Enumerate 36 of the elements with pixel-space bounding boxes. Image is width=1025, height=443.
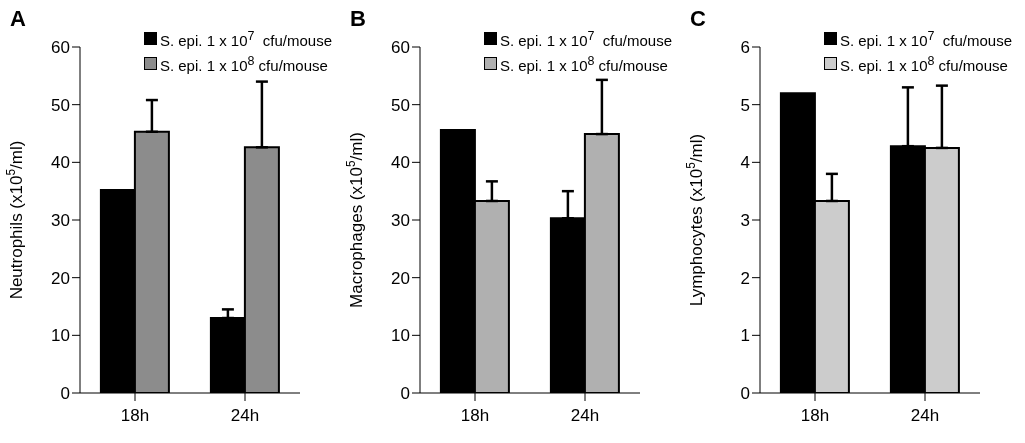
y-tick-label: 20: [51, 268, 70, 288]
y-tick-label: 6: [740, 38, 750, 58]
x-tick-label: 24h: [570, 406, 600, 426]
y-tick-label: 0: [740, 384, 750, 404]
y-tick-label: 10: [51, 326, 70, 346]
y-tick-label: 0: [60, 384, 70, 404]
y-tick-label: 50: [51, 95, 70, 115]
y-tick-label: 3: [740, 211, 750, 231]
y-tick-label: 60: [51, 38, 70, 58]
chart-title: B: [350, 6, 366, 32]
x-tick-label: 24h: [910, 406, 940, 426]
y-tick-label: 50: [391, 95, 410, 115]
y-tick-label: 30: [391, 211, 410, 231]
legend-label: S. epi. 1 x 10$^{8}$ cfu/mouse: [159, 53, 328, 76]
y-tick-label: 30: [51, 211, 70, 231]
y-tick-label: 1: [740, 326, 750, 346]
y-tick-label: 40: [51, 153, 70, 173]
x-tick-label: 18h: [800, 406, 830, 426]
legend-label: S. epi. 1 x 10$^{8}$ cfu/mouse: [499, 53, 668, 76]
legend-label: S. epi. 1 x 10$^{7}$ cfu/mouse: [159, 28, 332, 51]
chart-title: A: [10, 6, 26, 32]
y-tick-label: 20: [391, 268, 410, 288]
y-tick-label: 40: [391, 153, 410, 173]
legend-label: S. epi. 1 x 10$^{8}$ cfu/mouse: [839, 53, 1008, 76]
y-tick-label: 60: [391, 38, 410, 58]
y-tick-label: 4: [740, 153, 750, 173]
chart-title: C: [690, 6, 706, 32]
legend-label: S. epi. 1 x 10$^{7}$ cfu/mouse: [499, 28, 672, 51]
x-tick-label: 18h: [460, 406, 490, 426]
y-tick-label: 5: [740, 95, 750, 115]
y-tick-label: 2: [740, 268, 750, 288]
y-tick-label: 0: [400, 384, 410, 404]
x-tick-label: 24h: [230, 406, 260, 426]
x-tick-label: 18h: [120, 406, 150, 426]
y-tick-label: 10: [391, 326, 410, 346]
legend-label: S. epi. 1 x 10$^{7}$ cfu/mouse: [839, 28, 1012, 51]
